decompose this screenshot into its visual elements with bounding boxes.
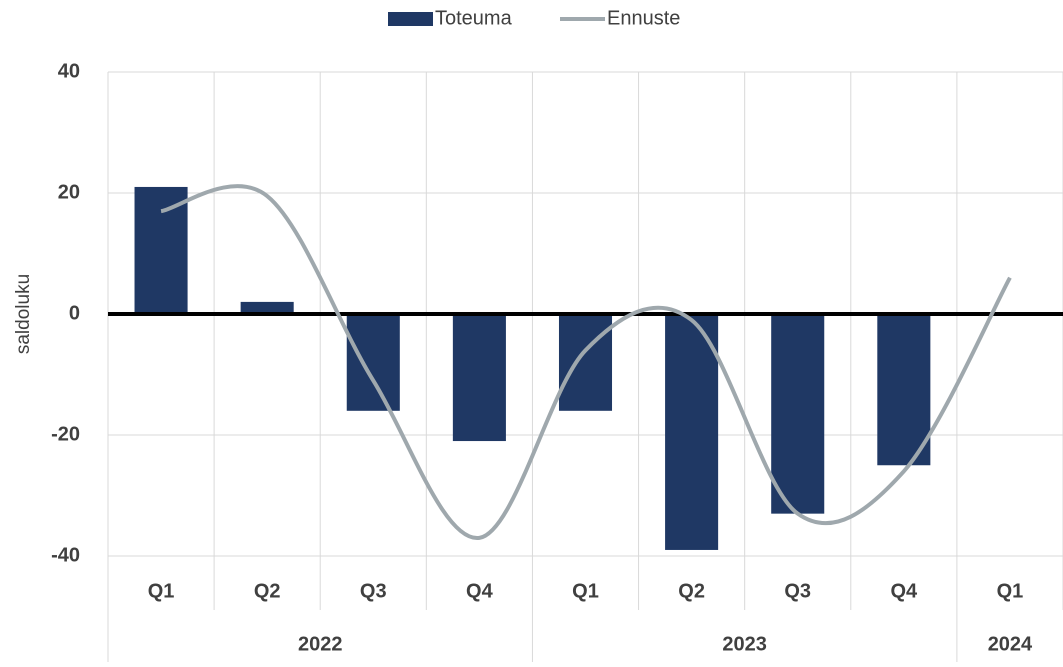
x-tick-label: Q4 (466, 580, 494, 602)
legend-swatch (388, 12, 433, 26)
group-label: 2023 (722, 633, 767, 655)
bar (665, 314, 719, 550)
y-axis-label: saldoluku (13, 274, 34, 354)
group-label: 2022 (298, 633, 343, 655)
x-tick-label: Q4 (890, 580, 918, 602)
y-tick-label: 0 (69, 302, 80, 324)
bar (134, 186, 188, 314)
bar (877, 314, 931, 466)
y-tick-label: 40 (58, 60, 80, 82)
y-tick-label: 20 (58, 181, 80, 203)
x-tick-label: Q2 (678, 580, 705, 602)
bar (346, 314, 400, 411)
x-tick-label: Q1 (572, 580, 599, 602)
bar (771, 314, 825, 514)
y-tick-label: -40 (51, 544, 80, 566)
legend-label: Toteuma (435, 7, 513, 29)
legend-label: Ennuste (607, 7, 680, 29)
group-label: 2024 (988, 633, 1033, 655)
x-tick-label: Q1 (148, 580, 175, 602)
line (160, 184, 1012, 540)
bar (558, 314, 613, 411)
x-tick-label: Q3 (784, 580, 811, 602)
bar (240, 301, 294, 314)
bar (452, 314, 506, 442)
x-tick-label: Q2 (254, 580, 281, 602)
x-tick-label: Q3 (360, 580, 387, 602)
y-tick-label: -20 (51, 423, 80, 445)
x-tick-label: Q1 (997, 580, 1024, 602)
